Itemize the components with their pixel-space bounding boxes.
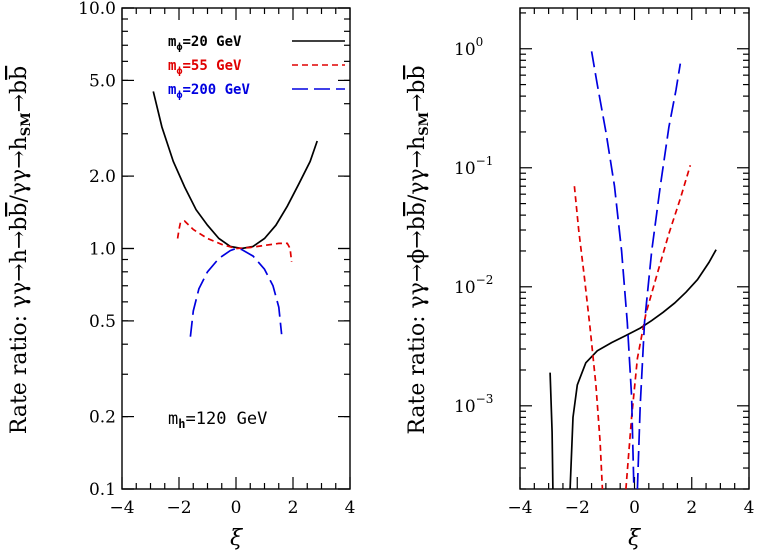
right-curve-5 xyxy=(636,63,682,490)
left-y-axis-title: Rate ratio: γγ→h→bb/γγ→hSM→bb xyxy=(7,66,34,434)
right-axis-ticks xyxy=(519,8,750,490)
x-tick-label: −4 xyxy=(507,498,532,518)
y-tick-label: 5.0 xyxy=(89,71,116,91)
right-curve-1 xyxy=(569,249,717,490)
right-plot-frame xyxy=(519,7,750,490)
x-tick-label: 4 xyxy=(345,498,356,518)
legend-label-55gev: mϕ=55 GeV xyxy=(168,58,242,77)
y-tick-label: 0.1 xyxy=(89,480,116,500)
x-tick-label: −4 xyxy=(109,498,134,518)
right-curves xyxy=(549,51,717,490)
left-x-axis-title: ξ xyxy=(230,526,244,551)
x-tick-label: 0 xyxy=(629,498,640,518)
x-tick-label: 0 xyxy=(231,498,242,518)
right-chart: −4 −2 0 2 4 10−3 10−2 10−1 100 ξ Rate ratio: γγ→… xyxy=(405,7,754,551)
legend-label-200gev: mϕ=200 GeV xyxy=(168,82,250,101)
left-curves xyxy=(152,91,319,337)
y-tick-label: 10−2 xyxy=(454,273,493,298)
left-chart: −4 −2 0 2 4 0.1 0.2 0.5 1.0 2.0 5.0 10.0 mϕ=20 GeV … xyxy=(7,0,355,551)
y-tick-label: 0.5 xyxy=(89,312,116,332)
left-axis-ticks xyxy=(121,7,351,490)
right-y-axis-title: Rate ratio: γγ→ϕ→bb/γγ→hSM→bb xyxy=(405,65,432,434)
x-tick-label: −2 xyxy=(565,498,590,518)
y-tick-label: 100 xyxy=(454,35,483,60)
y-tick-label: 10−3 xyxy=(454,392,493,417)
right-curve-2 xyxy=(573,186,604,490)
right-curve-0 xyxy=(549,372,554,490)
left-curve-1 xyxy=(176,220,293,262)
right-curve-3 xyxy=(625,165,692,490)
x-tick-label: −2 xyxy=(166,498,191,518)
y-tick-label: 2.0 xyxy=(89,167,116,187)
x-tick-label: 4 xyxy=(744,498,755,518)
y-tick-label: 1.0 xyxy=(89,240,116,260)
right-curve-4 xyxy=(590,51,635,490)
legend-label-20gev: mϕ=20 GeV xyxy=(168,34,242,53)
mass-annotation: mh=120 GeV xyxy=(168,409,267,431)
y-tick-label: 0.2 xyxy=(89,408,116,428)
x-tick-label: 2 xyxy=(288,498,299,518)
right-tick-labels: −4 −2 0 2 4 10−3 10−2 10−1 100 xyxy=(454,35,754,518)
right-x-axis-title: ξ xyxy=(628,526,642,551)
left-curve-2 xyxy=(189,247,283,337)
left-curve-0 xyxy=(152,91,319,250)
left-tick-labels: −4 −2 0 2 4 0.1 0.2 0.5 1.0 2.0 5.0 10.0 xyxy=(78,0,355,518)
y-tick-label: 10.0 xyxy=(78,0,116,19)
x-tick-label: 2 xyxy=(686,498,697,518)
legend: mϕ=20 GeV mϕ=55 GeV mϕ=200 GeV xyxy=(168,34,345,101)
y-tick-label: 10−1 xyxy=(454,154,493,179)
